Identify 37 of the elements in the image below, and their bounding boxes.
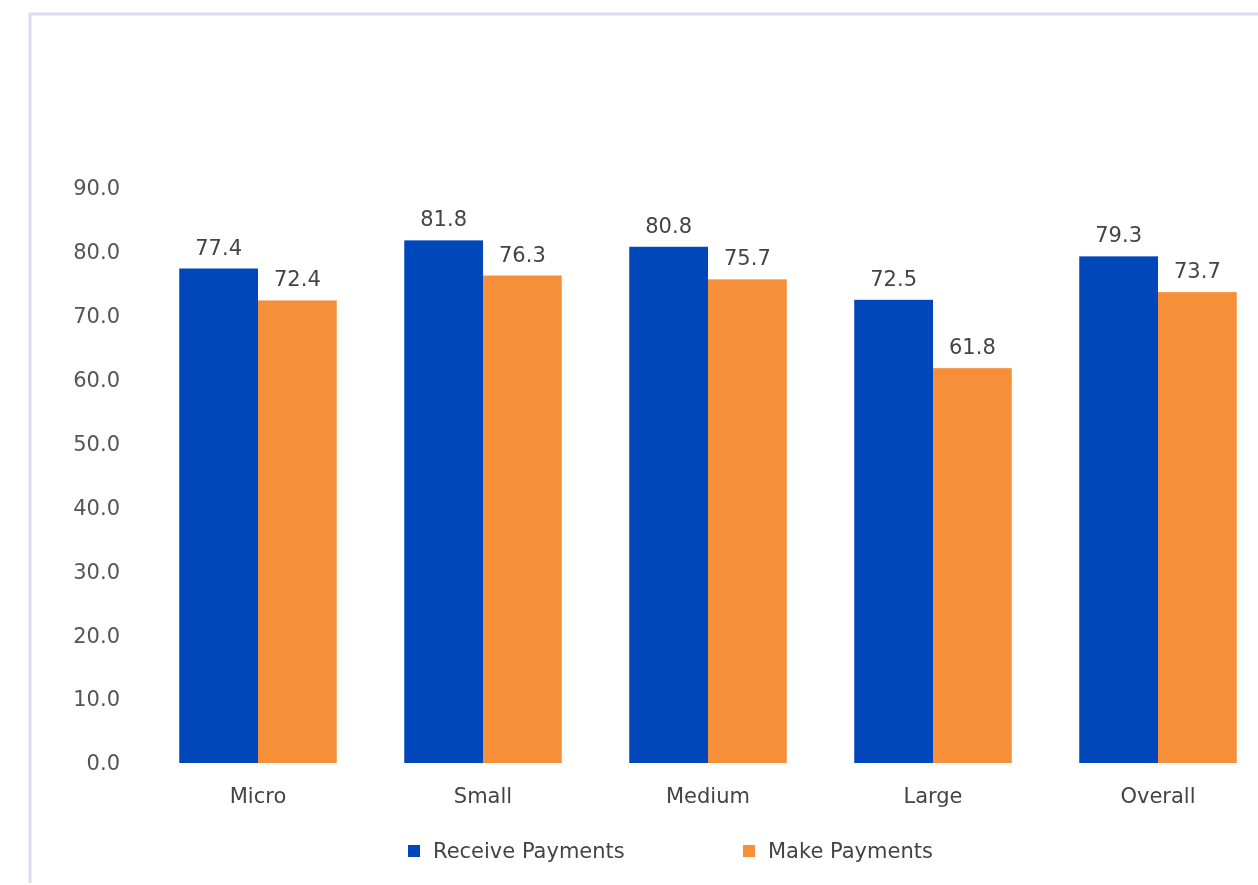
- bar: [179, 268, 258, 763]
- data-label: 79.3: [1095, 223, 1143, 248]
- bar: [258, 300, 337, 763]
- x-tick-label: Overall: [1120, 784, 1196, 808]
- data-label: 77.4: [195, 235, 243, 260]
- data-label: 72.4: [273, 267, 321, 292]
- data-label: 61.8: [948, 335, 996, 360]
- data-label: 80.8: [645, 213, 693, 238]
- y-tick-label: 0.0: [86, 751, 120, 776]
- bar: [1158, 292, 1237, 763]
- data-label: 73.7: [1173, 259, 1221, 284]
- bar: [708, 279, 787, 763]
- y-tick-label: 40.0: [73, 495, 120, 520]
- y-tick-label: 90.0: [73, 176, 120, 201]
- y-tick-label: 60.0: [73, 368, 120, 393]
- bar: [404, 240, 483, 763]
- bar: [854, 299, 933, 763]
- y-tick-label: 50.0: [73, 431, 120, 456]
- x-tick-label: Small: [453, 784, 513, 808]
- y-tick-label: 30.0: [73, 559, 120, 584]
- data-label: 76.3: [498, 242, 546, 267]
- data-label: 72.5: [870, 266, 918, 291]
- bar: [483, 275, 562, 763]
- y-tick-label: 20.0: [73, 623, 120, 648]
- y-tick-label: 10.0: [73, 687, 120, 712]
- y-tick-label: 70.0: [73, 304, 120, 329]
- y-tick-label: 80.0: [73, 240, 120, 265]
- bar: [1079, 256, 1158, 763]
- x-tick-label: Medium: [666, 784, 750, 808]
- legend-label: Receive Payments: [433, 839, 625, 863]
- bar: [933, 368, 1012, 763]
- legend-label: Make Payments: [768, 839, 933, 863]
- x-tick-label: Large: [903, 784, 963, 808]
- data-label: 81.8: [420, 207, 468, 232]
- x-tick-label: Micro: [229, 784, 287, 808]
- data-label: 75.7: [723, 246, 771, 271]
- bar: [629, 246, 708, 763]
